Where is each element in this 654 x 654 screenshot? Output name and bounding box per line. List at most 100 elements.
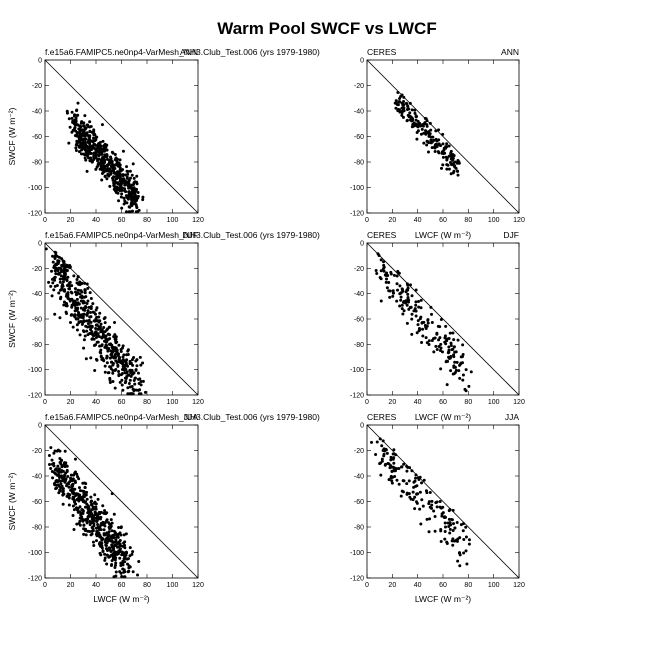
x-tick-label: 80 [143,399,151,406]
data-point [82,338,86,342]
data-point [111,363,115,367]
data-point [401,115,405,119]
data-point [77,150,81,154]
data-point [83,291,87,295]
data-point [99,330,103,334]
data-point [67,117,71,121]
data-point [119,526,123,530]
data-point [60,458,64,462]
data-point [83,114,87,118]
data-point [413,479,417,483]
data-point [116,161,120,165]
data-point [86,309,90,313]
data-point [52,451,56,455]
data-point [99,348,103,352]
data-point [92,128,96,132]
data-point [467,538,471,542]
data-point [79,299,83,303]
data-point [78,292,82,296]
data-point [426,321,430,325]
data-point [85,521,89,525]
data-point [130,183,134,187]
data-point [400,93,404,97]
data-point [130,173,134,177]
data-point [82,142,86,146]
data-point [65,482,69,486]
data-point [105,531,109,535]
data-point [110,492,114,496]
data-point [117,357,121,361]
data-point [111,368,115,372]
data-point [127,179,131,183]
y-tick-label: -40 [354,474,364,481]
data-point [70,305,74,309]
data-point [430,506,434,510]
y-tick-label: -20 [354,448,364,455]
data-point [427,141,431,145]
data-point [387,478,391,482]
data-point [420,498,424,502]
data-point [390,481,394,485]
data-point [104,334,108,338]
panel-right-label: DJF [182,230,198,240]
y-tick-label: 0 [38,423,42,430]
data-point [104,547,108,551]
y-tick-label: -120 [350,576,364,583]
data-point [53,449,57,453]
data-point [395,299,399,303]
data-point [447,509,451,513]
data-point [71,301,75,305]
data-point [75,292,79,296]
data-point [70,486,74,490]
data-point [435,332,439,336]
data-point [78,516,82,520]
data-point [99,161,103,165]
data-point [89,148,93,152]
data-point [112,512,116,516]
data-point [81,481,85,485]
x-tick-label: 100 [167,399,179,406]
data-point [133,180,137,184]
x-tick-label: 0 [365,582,369,589]
data-point [80,290,84,294]
x-tick-label: 20 [67,582,75,589]
data-point [405,288,409,292]
data-point [104,343,108,347]
data-point [94,330,98,334]
data-point [451,331,455,335]
data-point [55,449,59,453]
data-point [416,323,420,327]
data-point [118,380,122,384]
data-point [453,539,457,543]
data-point [95,358,99,362]
data-point [402,479,406,483]
data-point [51,260,55,264]
data-point [413,495,417,499]
data-point [125,201,129,205]
data-point [114,163,118,167]
data-point [134,202,138,206]
x-tick-label: 100 [488,399,500,406]
data-point [430,139,434,143]
data-point [374,452,378,456]
data-point [100,178,104,182]
data-point [454,166,458,170]
y-tick-label: -60 [32,134,42,141]
data-point [433,149,437,153]
data-point [75,508,79,512]
x-tick-label: 60 [118,582,126,589]
data-point [427,500,431,504]
data-point [426,318,430,322]
data-point [94,308,98,312]
data-point [443,334,447,338]
data-point [92,522,96,526]
data-point [420,127,424,131]
reference-line [44,59,199,214]
data-point [419,298,423,302]
data-point [68,299,72,303]
data-point [439,367,443,371]
data-point [133,376,137,380]
data-point [107,325,111,329]
data-point [89,156,93,160]
